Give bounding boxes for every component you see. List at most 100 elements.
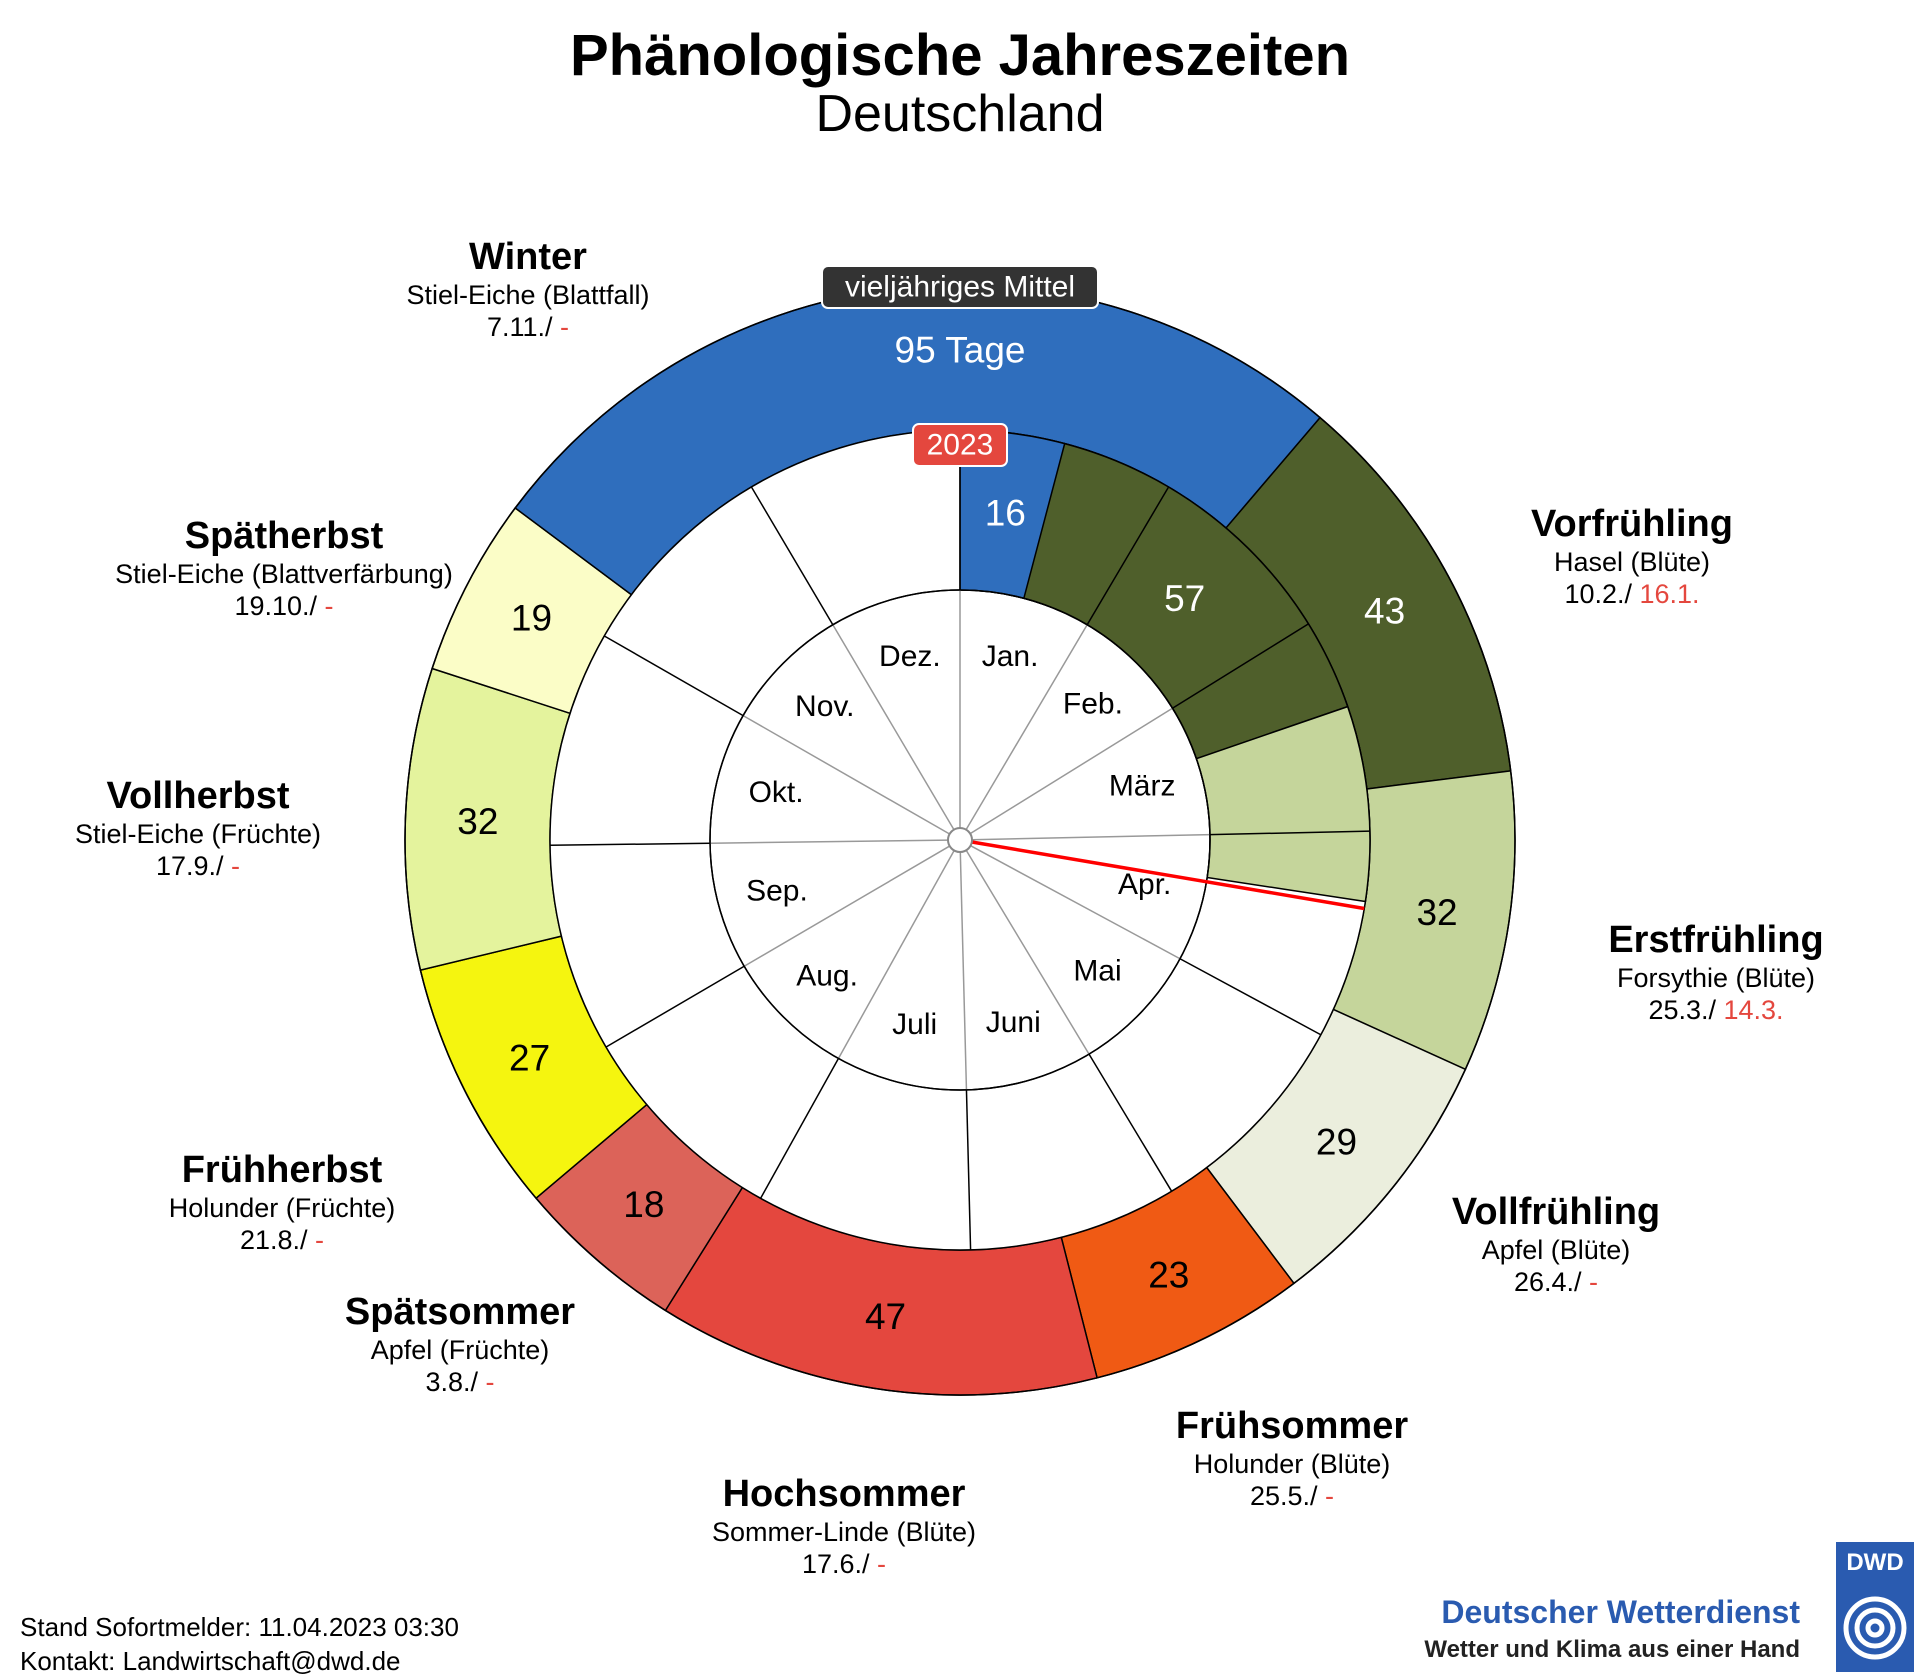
year-season-days-label: 16 (985, 493, 1026, 534)
season-name: Frühsommer (1176, 1405, 1408, 1447)
season-dates: 25.5./ - (1250, 1481, 1334, 1511)
brand-slogan: Wetter und Klima aus einer Hand (1424, 1636, 1800, 1663)
season-name: Vorfrühling (1531, 503, 1733, 545)
mean-winter-days-label: 95 Tage (895, 330, 1026, 371)
month-spoke (965, 849, 1090, 1055)
season-dates: 19.10./ - (234, 591, 333, 621)
season-plant: Holunder (Blüte) (1194, 1449, 1391, 1479)
month-divider (1209, 830, 1370, 836)
center-hub (947, 827, 973, 853)
month-ring: Jan.Feb.MärzApr.MaiJuniJuliAug.Sep.Okt.N… (709, 589, 1211, 1091)
month-divider (1088, 1053, 1173, 1192)
month-label: Mai (1073, 955, 1121, 988)
spiral-icon (1843, 1596, 1907, 1660)
month-divider (603, 635, 744, 717)
season-2023-date: - (1589, 1267, 1598, 1297)
month-label: Jan. (982, 640, 1039, 673)
season-plant: Forsythie (Blüte) (1617, 963, 1815, 993)
mean-season-days-label: 47 (865, 1296, 906, 1337)
season-name: Vollherbst (107, 775, 290, 817)
month-spoke (742, 714, 950, 835)
season-mean-date: 10.2./ (1564, 579, 1639, 609)
mean-season-days-label: 32 (1416, 892, 1457, 933)
season-mean-date: 21.8./ (240, 1225, 315, 1255)
month-spoke (837, 850, 955, 1059)
season-name: Spätsommer (345, 1291, 575, 1333)
ring-badges: vieljähriges Mittel 2023 (821, 265, 1099, 467)
season-plant: Hasel (Blüte) (1554, 547, 1710, 577)
month-divider (750, 486, 834, 626)
season-dates: 7.11./ - (487, 312, 569, 342)
month-spoke (959, 851, 968, 1090)
chart-title: Phänologische Jahreszeiten (569, 23, 1351, 88)
month-ring-border (709, 589, 1211, 1091)
mean-season-days-label: 23 (1148, 1254, 1189, 1295)
mean-badge (821, 265, 1099, 309)
season-2023-date: - (486, 1367, 495, 1397)
season-plant: Stiel-Eiche (Früchte) (75, 819, 321, 849)
season-dates: 21.8./ - (240, 1225, 324, 1255)
month-divider (1086, 486, 1170, 626)
year-badge (912, 423, 1008, 467)
season-mean-date: 7.11./ (487, 312, 560, 342)
month-divider (1179, 958, 1322, 1036)
mean-badge-label: vieljähriges Mittel (845, 271, 1075, 304)
season-2023-date: - (231, 851, 240, 881)
season-name: Winter (469, 236, 587, 278)
season-2023-date: - (325, 591, 334, 621)
year-season-days-label: 57 (1164, 578, 1205, 619)
footer-stand: Stand Sofortmelder: 11.04.2023 03:30 (20, 1612, 459, 1642)
season-dates: 26.4./ - (1514, 1267, 1598, 1297)
season-plant: Apfel (Früchte) (371, 1335, 550, 1365)
season-mean-date: 26.4./ (1514, 1267, 1589, 1297)
season-name: Spätherbst (185, 515, 384, 557)
season-mean-date: 19.10./ (234, 591, 324, 621)
month-label: Dez. (879, 640, 941, 673)
month-spoke (970, 845, 1181, 960)
chart-subtitle: Deutschland (815, 85, 1105, 143)
month-label: Nov. (795, 690, 854, 723)
year-badge-label: 2023 (927, 429, 994, 462)
season-plant: Sommer-Linde (Blüte) (712, 1517, 976, 1547)
season-2023-date: 14.3. (1724, 995, 1784, 1025)
season-mean-date: 17.9./ (156, 851, 231, 881)
month-spoke (969, 707, 1173, 835)
footer-contact: Kontakt: Landwirtschaft@dwd.de (20, 1646, 401, 1676)
month-label: Feb. (1063, 688, 1123, 721)
dwd-logo-text: DWD (1846, 1549, 1903, 1576)
month-label: Juni (986, 1006, 1041, 1039)
season-2023-date: - (315, 1225, 324, 1255)
month-divider (759, 1058, 840, 1199)
season-dates: 10.2./ 16.1. (1564, 579, 1699, 609)
month-divider (965, 1089, 972, 1250)
season-dates: 25.3./ 14.3. (1648, 995, 1783, 1025)
mean-season-days-label: 19 (511, 598, 552, 639)
month-spoke (971, 833, 1210, 841)
season-plant: Stiel-Eiche (Blattverfärbung) (115, 559, 453, 589)
season-name: Vollfrühling (1452, 1191, 1660, 1233)
mean-season-days-label: 18 (623, 1184, 664, 1225)
month-label: Okt. (749, 776, 804, 809)
season-name: Hochsommer (723, 1473, 966, 1515)
mean-season-days-label: 27 (509, 1038, 550, 1079)
season-name: Frühherbst (182, 1149, 383, 1191)
season-plant: Holunder (Früchte) (169, 1193, 396, 1223)
season-dates: 3.8./ - (425, 1367, 494, 1397)
season-dates: 17.9./ - (156, 851, 240, 881)
season-2023-date: 16.1. (1640, 579, 1700, 609)
month-label: Aug. (796, 959, 858, 992)
season-2023-date: - (560, 312, 569, 342)
month-spoke (743, 845, 951, 967)
